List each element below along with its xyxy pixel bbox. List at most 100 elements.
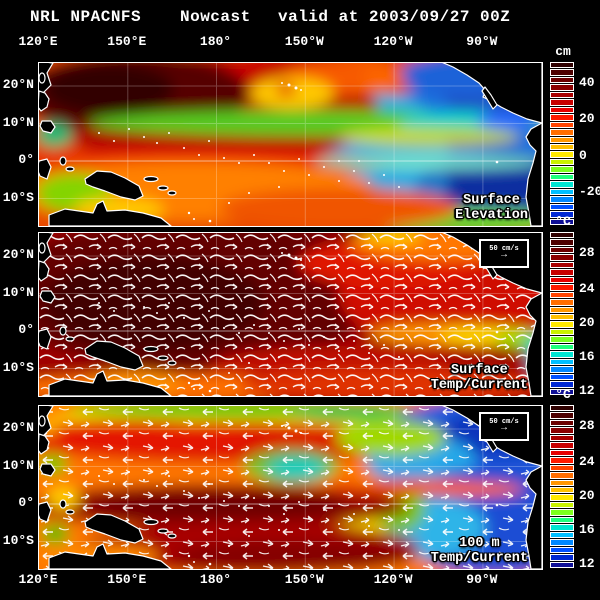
100m-temp-current-map bbox=[39, 406, 542, 569]
colorbar-cell bbox=[550, 144, 574, 151]
colorbar-cell bbox=[550, 509, 574, 516]
colorbar-cell bbox=[550, 449, 574, 457]
colorbar bbox=[550, 232, 574, 395]
vector-scale-legend: 50 cm/s → bbox=[479, 412, 529, 441]
colorbar-cell bbox=[550, 546, 574, 554]
colorbar-unit-label: °C bbox=[555, 387, 571, 402]
colorbar-cell bbox=[550, 427, 574, 434]
vector-scale-label: 50 cm/s bbox=[489, 418, 519, 426]
lat-tick-label: 0° bbox=[18, 495, 34, 510]
colorbar-cell bbox=[550, 328, 574, 336]
colorbar-tick-label: 20 bbox=[579, 314, 595, 330]
lon-tick-label-top: 150°E bbox=[107, 34, 147, 49]
colorbar-cell bbox=[550, 366, 574, 373]
lat-tick-label: 10°N bbox=[2, 284, 34, 300]
colorbar-cell bbox=[550, 246, 574, 254]
vector-arrow-icon: → bbox=[500, 250, 507, 261]
colorbar-cell bbox=[550, 405, 574, 412]
colorbar-cell bbox=[550, 299, 574, 306]
colorbar-cell bbox=[550, 351, 574, 358]
colorbar-cell bbox=[550, 321, 574, 328]
colorbar-cell bbox=[550, 269, 574, 276]
lon-tick-label-top: 180° bbox=[199, 34, 232, 49]
colorbar-cell bbox=[550, 561, 574, 568]
lat-tick-label: 10°S bbox=[2, 189, 34, 205]
colorbar-cell bbox=[550, 196, 574, 203]
lat-tick-label: 0° bbox=[18, 322, 34, 337]
lon-tick-label-bottom: 120°E bbox=[18, 572, 58, 587]
colorbar-cell bbox=[550, 276, 574, 284]
colorbar-cell bbox=[550, 419, 574, 427]
colorbar-cell bbox=[550, 114, 574, 121]
lon-tick-label-top: 120°W bbox=[373, 34, 413, 49]
lat-tick-label: 10°N bbox=[2, 457, 34, 473]
colorbar-cell bbox=[550, 99, 574, 106]
colorbar-cell bbox=[550, 487, 574, 494]
colorbar-cell bbox=[550, 531, 574, 539]
colorbar-tick-label: 12 bbox=[579, 382, 595, 398]
colorbar-tick-label: 16 bbox=[579, 522, 595, 538]
lat-tick-label: 20°N bbox=[2, 420, 34, 435]
colorbar-cell bbox=[550, 136, 574, 143]
vector-scale-legend: 50 cm/s → bbox=[479, 239, 529, 268]
lon-tick-label-top: 150°W bbox=[284, 34, 324, 49]
colorbar-cell bbox=[550, 211, 574, 218]
lon-tick-label-bottom: 120°W bbox=[373, 572, 413, 587]
colorbar-cell bbox=[550, 84, 574, 91]
surface-temp-current-panel: 50 cm/s → Surface Temp/Current bbox=[38, 232, 543, 397]
colorbar-cell bbox=[550, 181, 574, 188]
lat-tick-label: 10°S bbox=[2, 532, 34, 548]
colorbar-cell bbox=[550, 472, 574, 479]
lat-tick-label: 10°N bbox=[2, 114, 34, 130]
colorbar-tick-label: 28 bbox=[579, 418, 595, 434]
model-name: NRL NPACNFS bbox=[30, 8, 142, 26]
colorbar-tick-label: 0 bbox=[579, 148, 587, 164]
colorbar-tick-label: 12 bbox=[579, 555, 595, 571]
colorbar-cell bbox=[550, 254, 574, 261]
colorbar bbox=[550, 405, 574, 568]
100m-temp-current-panel: 50 cm/s → 100 m Temp/Current bbox=[38, 405, 543, 570]
colorbar-cell bbox=[550, 479, 574, 486]
colorbar-cell bbox=[550, 516, 574, 524]
surface-elevation-map bbox=[39, 63, 542, 226]
vector-scale-label: 50 cm/s bbox=[489, 245, 519, 253]
colorbar-tick-label: 16 bbox=[579, 349, 595, 365]
lon-tick-label-top: 120°E bbox=[18, 34, 58, 49]
colorbar-cell bbox=[550, 501, 574, 509]
colorbar-cell bbox=[550, 412, 574, 419]
colorbar-tick-label: 40 bbox=[579, 75, 595, 91]
colorbar-tick-label: 24 bbox=[579, 281, 595, 297]
panel-label-line: Surface bbox=[451, 362, 508, 378]
colorbar-cell bbox=[550, 151, 574, 158]
lon-tick-label-bottom: 90°W bbox=[466, 572, 498, 587]
colorbar-cell bbox=[550, 106, 574, 114]
colorbar-cell bbox=[550, 554, 574, 561]
colorbar-cell bbox=[550, 388, 574, 395]
colorbar-cell bbox=[550, 121, 574, 129]
colorbar-tick-label: 24 bbox=[579, 454, 595, 470]
colorbar-cell bbox=[550, 336, 574, 343]
vector-arrow-icon: → bbox=[500, 423, 507, 434]
colorbar-cell bbox=[550, 62, 574, 69]
colorbar-cell bbox=[550, 434, 574, 442]
colorbar-cell bbox=[550, 343, 574, 351]
colorbar-tick-label: 20 bbox=[579, 111, 595, 127]
colorbar-cell bbox=[550, 358, 574, 366]
colorbar-tick-label: 20 bbox=[579, 487, 595, 503]
panel-label-line: 100 m bbox=[459, 535, 500, 551]
colorbar-cell bbox=[550, 188, 574, 196]
colorbar-cell bbox=[550, 261, 574, 269]
colorbar-cell bbox=[550, 442, 574, 449]
panel-label-line: Elevation bbox=[455, 208, 528, 224]
valid-time: valid at 2003/09/27 00Z bbox=[278, 8, 511, 26]
surface-elevation-panel: Surface Elevation bbox=[38, 62, 543, 227]
colorbar-cell bbox=[550, 232, 574, 239]
lat-tick-label: 20°N bbox=[2, 247, 34, 262]
colorbar-cell bbox=[550, 457, 574, 464]
colorbar-cell bbox=[550, 218, 574, 225]
colorbar-cell bbox=[550, 166, 574, 173]
colorbar-cell bbox=[550, 69, 574, 76]
panel-label: Surface Temp/Current bbox=[431, 363, 528, 394]
colorbar-cell bbox=[550, 173, 574, 181]
